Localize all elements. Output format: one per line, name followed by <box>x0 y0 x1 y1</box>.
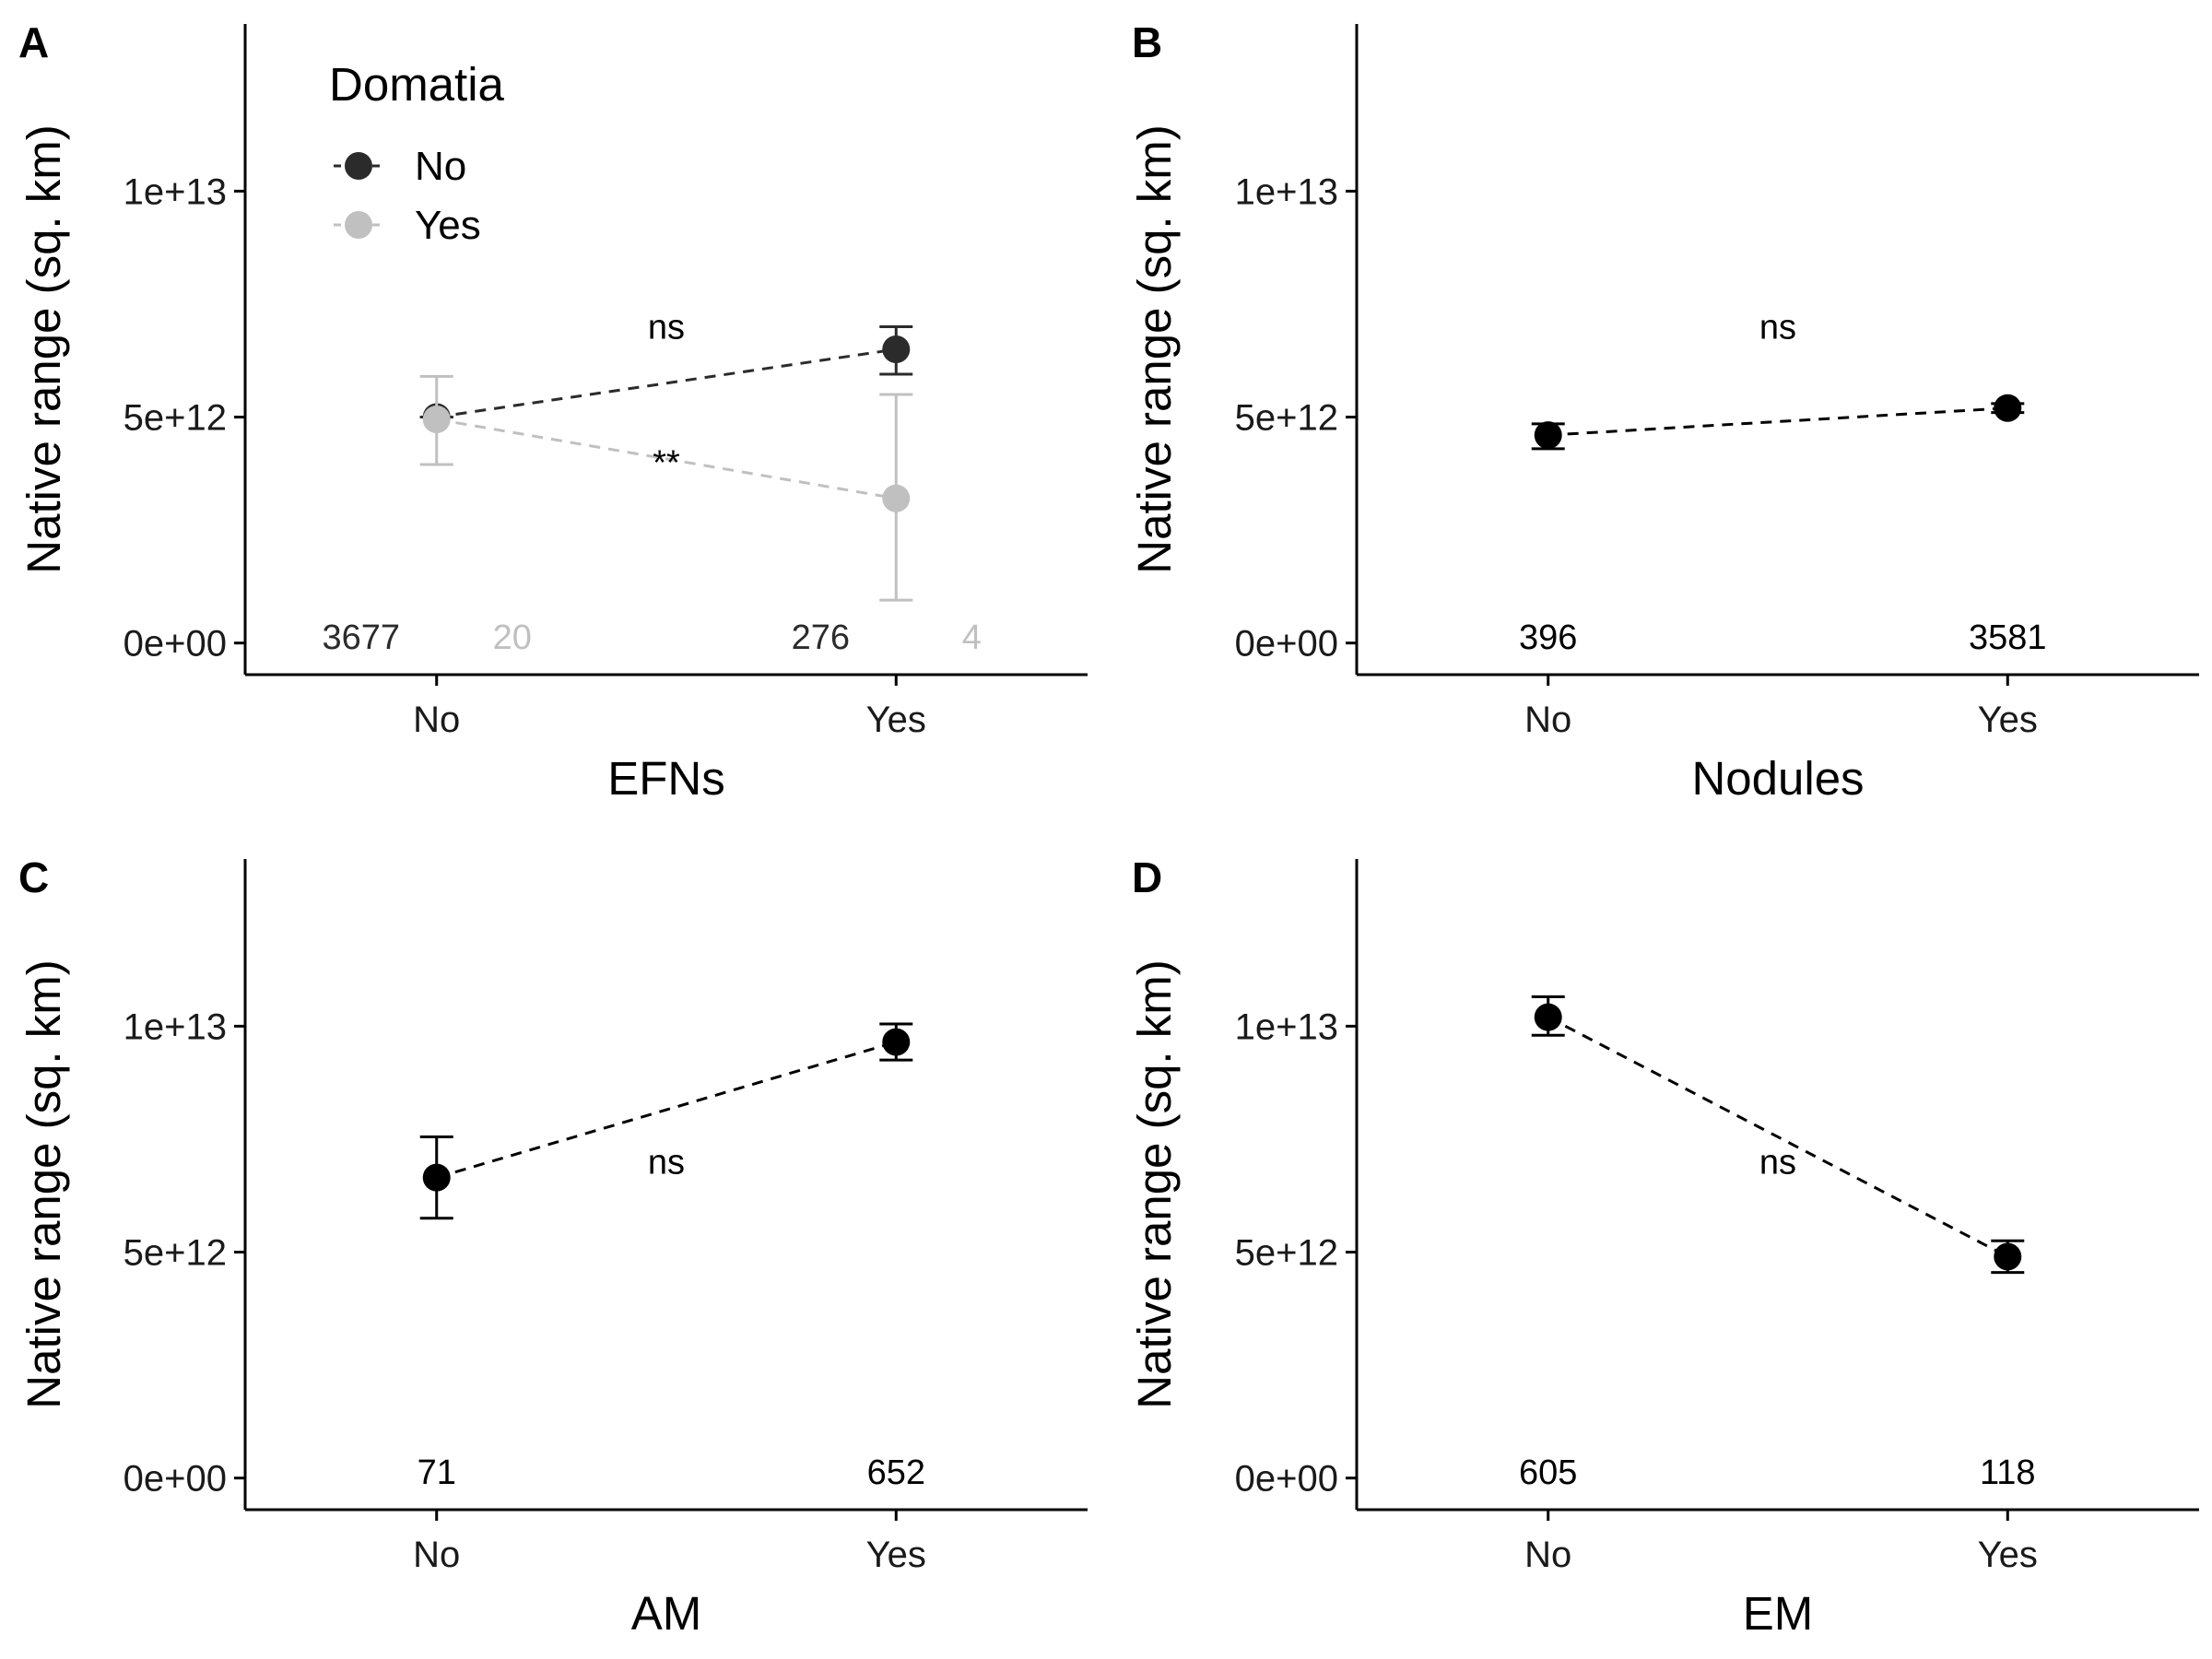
count-label: 4 <box>962 618 982 657</box>
count-label: 3677 <box>322 618 400 657</box>
count-label: 276 <box>792 618 850 657</box>
panel-b: B 0e+00 5e+12 1e+13 No Yes Nodules Native range… <box>1128 18 2199 805</box>
x-tick-label: Yes <box>1978 700 2038 740</box>
series-0: 71 652 <box>418 1022 925 1492</box>
x-axis-title: AM <box>631 1587 702 1640</box>
legend: Domatia No Yes <box>329 58 505 248</box>
x-tick-label: No <box>1524 700 1571 740</box>
y-tick-label: 0e+00 <box>124 624 227 665</box>
count-label: 3581 <box>1969 618 2047 657</box>
y-tick-label: 1e+13 <box>124 1006 227 1047</box>
panel-a: A 0e+00 5e+12 1e+13 No Yes EFNs Native range (s… <box>18 18 1088 805</box>
y-tick-label: 1e+13 <box>1235 1006 1338 1047</box>
y-axis-title: Native range (sq. km) <box>18 959 70 1409</box>
count-label: 605 <box>1519 1453 1577 1492</box>
legend-title: Domatia <box>329 58 505 111</box>
legend-label: No <box>415 144 466 189</box>
panel-letter: D <box>1132 853 1162 901</box>
series-line <box>436 1041 897 1180</box>
panel-letter: B <box>1132 18 1162 66</box>
legend-key-point <box>345 211 372 239</box>
x-tick-label: Yes <box>866 700 926 740</box>
data-point <box>882 484 911 512</box>
panel-c: C 0e+00 5e+12 1e+13 No Yes AM Native range (sq.… <box>18 853 1088 1640</box>
y-axis-title: Native range (sq. km) <box>18 124 70 574</box>
y-tick-label: 5e+12 <box>124 1233 227 1274</box>
count-label: 20 <box>493 618 532 657</box>
data-point <box>422 1163 451 1192</box>
y-tick-label: 5e+12 <box>124 398 227 439</box>
significance-label: ns <box>1759 1143 1796 1182</box>
data-point <box>882 1028 911 1056</box>
panel-letter: A <box>18 18 49 66</box>
data-point <box>1534 421 1562 450</box>
y-axis-title: Native range (sq. km) <box>1128 959 1181 1409</box>
x-axis-title: EM <box>1743 1587 1814 1640</box>
legend-label: Yes <box>415 203 481 248</box>
y-tick-label: 0e+00 <box>1235 624 1338 665</box>
y-tick-label: 0e+00 <box>1235 1459 1338 1500</box>
x-tick-label: No <box>413 700 460 740</box>
series-no: 3677 276 <box>322 324 913 657</box>
significance-label: ** <box>653 444 680 483</box>
y-axis-title: Native range (sq. km) <box>1128 124 1181 574</box>
significance-label: ns <box>648 308 685 347</box>
y-tick-label: 5e+12 <box>1235 1233 1338 1274</box>
series-0: 396 3581 <box>1519 394 2047 657</box>
data-point <box>1994 394 2022 422</box>
series-line <box>1547 1016 2008 1258</box>
series-line <box>1547 406 2008 437</box>
data-point <box>882 335 911 363</box>
x-tick-label: Yes <box>866 1535 926 1575</box>
series-0: 605 118 <box>1519 995 2036 1492</box>
x-axis-title: EFNs <box>607 752 725 805</box>
count-label: 396 <box>1519 618 1577 657</box>
data-point <box>422 405 451 433</box>
legend-key-point <box>345 152 372 180</box>
significance-label: ns <box>1759 308 1796 347</box>
y-tick-label: 5e+12 <box>1235 398 1338 439</box>
y-tick-label: 1e+13 <box>124 171 227 212</box>
y-tick-label: 0e+00 <box>124 1459 227 1500</box>
panel-letter: C <box>18 853 49 901</box>
x-tick-label: No <box>413 1535 460 1575</box>
count-label: 652 <box>867 1453 925 1492</box>
panel-d: D 0e+00 5e+12 1e+13 No Yes EM Native range (sq.… <box>1128 853 2199 1640</box>
x-tick-label: Yes <box>1978 1535 2038 1575</box>
count-label: 118 <box>1980 1453 2036 1492</box>
significance-label: ns <box>648 1143 685 1182</box>
data-point <box>1994 1242 2022 1271</box>
series-yes: 20 4 <box>419 374 982 657</box>
series-line <box>436 347 897 419</box>
x-axis-title: Nodules <box>1691 752 1864 805</box>
data-point <box>1534 1003 1562 1031</box>
y-tick-label: 1e+13 <box>1235 171 1338 212</box>
series-line <box>436 418 897 500</box>
count-label: 71 <box>418 1453 456 1492</box>
x-tick-label: No <box>1524 1535 1571 1575</box>
